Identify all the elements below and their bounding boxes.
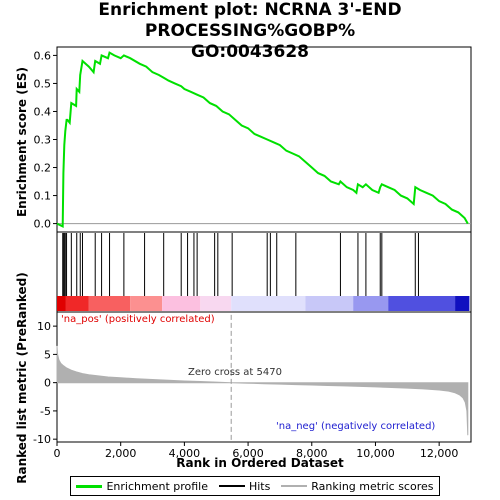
- es-y-tick-label: 0.3: [34, 134, 52, 147]
- metric-y-tick-label: 0: [44, 377, 51, 390]
- hit-marks: [62, 233, 419, 296]
- pos-correlated-label: 'na_pos' (positively correlated): [61, 314, 215, 325]
- metric-y-tick-label: 5: [44, 348, 51, 361]
- heatmap-segment: [200, 296, 232, 311]
- heatmap-segment: [65, 296, 89, 311]
- x-tick-label: 0: [54, 447, 61, 460]
- es-y-axis-label: Enrichment score (ES): [15, 67, 29, 217]
- legend-item-metric: Ranking metric scores: [281, 480, 433, 493]
- heatmap-segment: [231, 296, 306, 311]
- x-tick-label: 12,000: [420, 447, 459, 460]
- legend: Enrichment profile Hits Ranking metric s…: [70, 476, 440, 496]
- legend-label-metric: Ranking metric scores: [311, 479, 434, 493]
- heatmap-segment: [162, 296, 201, 311]
- legend-item-hits: Hits: [218, 479, 271, 493]
- es-y-tick-label: 0.0: [34, 218, 52, 231]
- heatmap-segment: [88, 296, 131, 311]
- metric-y-tick-label: 10: [37, 320, 51, 333]
- es-y-tick-label: 0.6: [34, 49, 52, 62]
- es-y-tick-label: 0.2: [34, 162, 52, 175]
- metric-y-axis-label: Ranked list metric (PreRanked): [15, 272, 29, 484]
- x-axis-label: Rank in Ordered Dataset: [176, 456, 344, 470]
- legend-swatch-hits: [218, 485, 245, 487]
- heatmap-segment: [388, 296, 456, 311]
- enrichment-profile-path: [56, 51, 469, 228]
- ranking-metric-area: [56, 345, 469, 436]
- es-panel-frame: [56, 46, 472, 233]
- x-tick-label: 6,000: [232, 447, 264, 460]
- legend-swatch-metric: [281, 485, 308, 487]
- es-y-tick-label: 0.1: [34, 190, 52, 203]
- legend-swatch-enrichment: [76, 484, 103, 488]
- heatmap-segment: [455, 296, 470, 311]
- heatmap-segment: [305, 296, 354, 311]
- metric-y-ticks: -10 -5 0 5 10: [33, 320, 57, 446]
- x-tick-label: 8,000: [296, 447, 328, 460]
- metric-y-tick-label: -5: [40, 405, 51, 418]
- x-tick-label: 4,000: [169, 447, 201, 460]
- x-tick-label: 10,000: [356, 447, 395, 460]
- es-y-tick-label: 0.5: [34, 77, 52, 90]
- es-y-ticks: 0.0 0.1 0.2 0.3 0.4 0.5 0.6: [34, 49, 57, 231]
- heatmap-segment: [353, 296, 389, 311]
- zero-cross-label: Zero cross at 5470: [188, 367, 282, 378]
- metric-y-tick-label: -10: [33, 433, 51, 446]
- neg-correlated-label: 'na_neg' (negatively correlated): [276, 421, 435, 432]
- legend-item-enrichment: Enrichment profile: [76, 480, 208, 493]
- ranking-metric-path: [56, 345, 469, 436]
- es-y-tick-label: 0.4: [34, 105, 52, 118]
- ranking-heatmap-bar: [57, 296, 470, 311]
- x-tick-label: 2,000: [105, 447, 137, 460]
- legend-label-enrichment: Enrichment profile: [106, 479, 208, 493]
- heatmap-segment: [57, 296, 66, 311]
- metric-x-ticks: 0 2,000 4,000 6,000 8,000 10,000 12,000: [54, 442, 459, 460]
- enrichment-profile-line: [56, 51, 469, 228]
- legend-label-hits: Hits: [248, 479, 271, 493]
- heatmap-segment: [130, 296, 163, 311]
